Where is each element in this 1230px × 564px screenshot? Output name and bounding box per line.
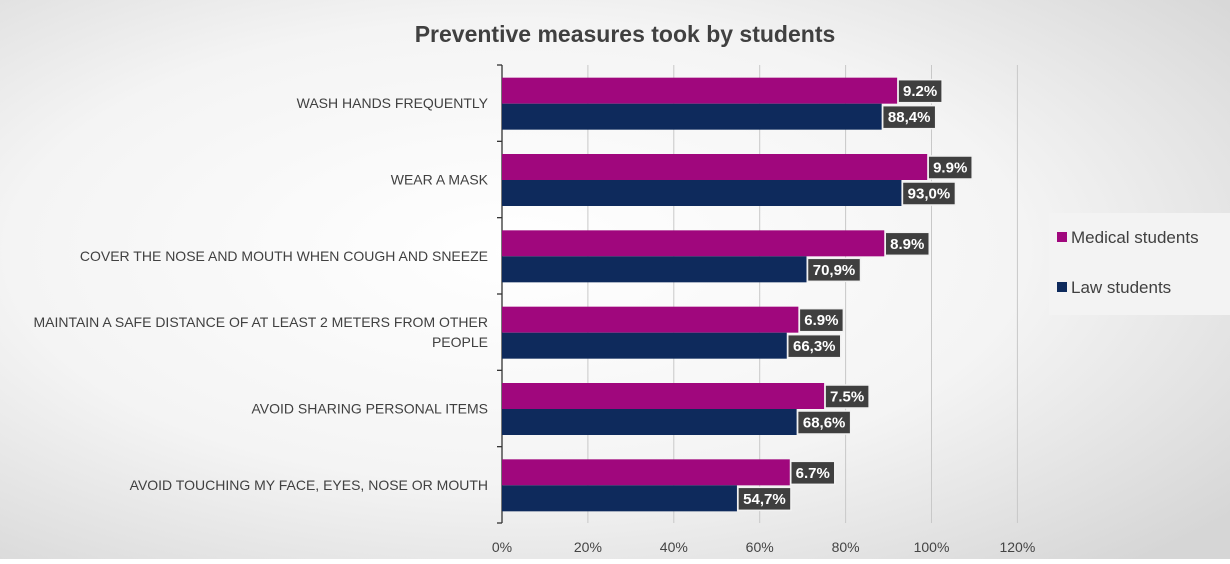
category-label: AVOID SHARING PERSONAL ITEMS — [252, 401, 489, 417]
data-label-box — [824, 384, 870, 409]
x-tick-label: 40% — [660, 539, 688, 555]
data-label: 70,9% — [813, 262, 856, 279]
data-label: 6.7% — [796, 465, 830, 482]
data-label-box — [927, 155, 973, 180]
data-label: 9.2% — [903, 83, 937, 100]
category-label: WASH HANDS FREQUENTLY — [297, 95, 489, 111]
bar-medical-students — [502, 230, 885, 257]
data-label-box — [881, 104, 937, 130]
data-label: 88,4% — [888, 109, 931, 126]
data-label: 93,0% — [908, 186, 951, 203]
data-label-box — [787, 333, 842, 359]
category-label: MAINTAIN A SAFE DISTANCE OF AT LEAST 2 M… — [33, 314, 488, 350]
category-label: WEAR A MASK — [391, 172, 489, 188]
data-label: 66,3% — [793, 338, 836, 355]
bar-medical-students — [502, 77, 898, 104]
data-label: 68,6% — [803, 415, 846, 432]
bar-medical-students — [502, 459, 790, 486]
bar-law-students — [502, 485, 737, 512]
bar-law-students — [502, 332, 787, 359]
bar-law-students — [502, 103, 882, 130]
data-label-box — [884, 231, 931, 257]
x-tick-label: 100% — [914, 539, 950, 555]
legend-swatch — [1057, 282, 1067, 292]
bar-medical-students — [502, 154, 928, 180]
x-tick-label: 20% — [574, 539, 602, 555]
category-label: AVOID TOUCHING MY FACE, EYES, NOSE OR MO… — [130, 477, 488, 493]
data-label-box — [798, 307, 845, 333]
legend-background — [1049, 213, 1230, 315]
x-tick-label: 120% — [999, 539, 1035, 555]
bar-medical-students — [502, 383, 825, 409]
data-label-box — [806, 257, 862, 283]
data-label-box — [901, 181, 957, 206]
x-tick-label: 80% — [832, 539, 860, 555]
data-label-box — [737, 486, 792, 512]
x-tick-label: 60% — [746, 539, 774, 555]
bar-medical-students — [502, 306, 799, 333]
data-label-box — [790, 460, 836, 486]
legend-label: Law students — [1071, 278, 1171, 297]
category-label: COVER THE NOSE AND MOUTH WHEN COUGH AND … — [80, 248, 488, 264]
bar-law-students — [502, 256, 807, 283]
data-label: 8.9% — [890, 236, 924, 253]
data-label-box — [796, 410, 852, 435]
bar-law-students — [502, 409, 797, 435]
x-tick-label: 0% — [492, 539, 512, 555]
data-label: 6.9% — [804, 312, 838, 329]
data-label-box — [897, 78, 943, 104]
legend: Medical students Law students — [1049, 213, 1230, 315]
legend-label: Medical students — [1071, 228, 1199, 247]
legend-swatch — [1057, 232, 1067, 242]
data-label: 54,7% — [743, 491, 786, 508]
plot-area: 0% 20% 40% 60% 80% 100% 120% WASH HANDS FREQUEN… — [33, 64, 1035, 555]
bar-law-students — [502, 180, 902, 206]
data-label: 7.5% — [830, 389, 864, 406]
chart-title: Preventive measures took by students — [415, 21, 836, 47]
data-label: 9.9% — [933, 160, 967, 177]
